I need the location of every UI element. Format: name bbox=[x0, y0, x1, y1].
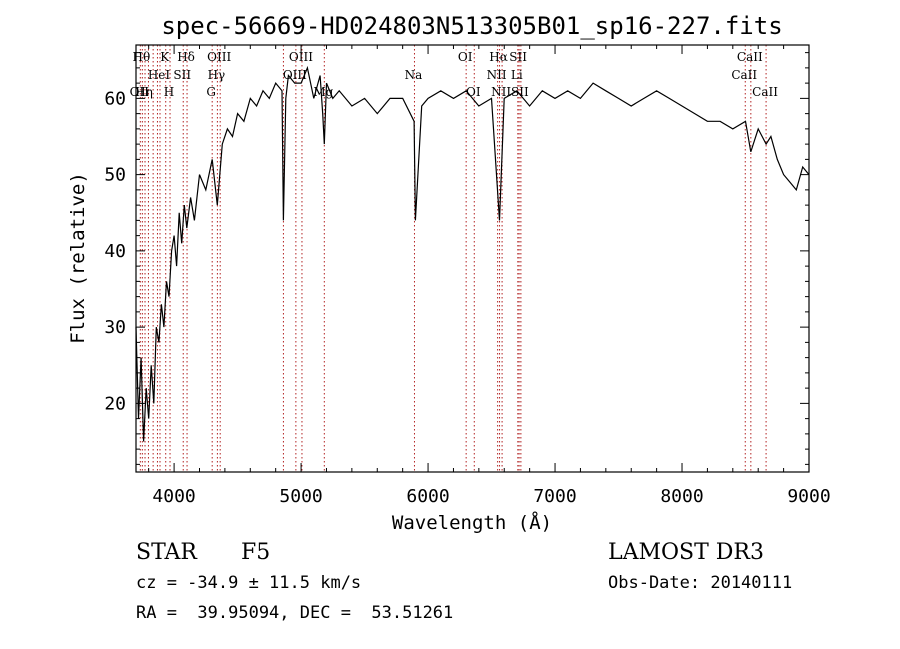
x-axis-ticks: 4000 5000 6000 7000 8000 9000 bbox=[148, 45, 831, 507]
line-marker-label: K bbox=[160, 50, 170, 64]
survey-name: LAMOST DR3 bbox=[608, 540, 764, 565]
line-marker-label: OIII bbox=[283, 68, 307, 82]
line-marker-labels: OIIHθHηHeIKHSIIHδGHγOIIIOIIIOIIIMgNaOIOI… bbox=[130, 50, 779, 99]
line-marker-label: OIII bbox=[207, 50, 231, 64]
line-marker-label: CaII bbox=[737, 50, 763, 64]
line-marker-label: CaII bbox=[752, 85, 778, 99]
y-tick-label: 30 bbox=[104, 317, 126, 338]
line-marker-label: OI bbox=[458, 50, 473, 64]
x-tick-label: 9000 bbox=[787, 486, 830, 507]
spectral-subclass: F5 bbox=[241, 540, 271, 565]
line-marker-label: Hα bbox=[489, 50, 508, 64]
observation-date: Obs-Date: 20140111 bbox=[608, 573, 793, 593]
line-marker-label: H bbox=[164, 85, 174, 99]
redshift-velocity: cz = -34.9 ± 11.5 km/s bbox=[136, 573, 362, 593]
line-marker-label: Hη bbox=[135, 85, 153, 99]
x-tick-label: 5000 bbox=[279, 486, 322, 507]
line-marker-label: Hγ bbox=[208, 68, 226, 82]
x-tick-label: 4000 bbox=[152, 486, 195, 507]
line-marker-label: Na bbox=[405, 68, 423, 82]
y-tick-label: 40 bbox=[104, 241, 126, 262]
line-marker-label: SII bbox=[509, 50, 527, 64]
line-marker-label: OII bbox=[130, 85, 150, 99]
y-tick-label: 20 bbox=[104, 393, 126, 414]
line-marker-label: CaII bbox=[731, 68, 757, 82]
line-marker-label: Li bbox=[511, 68, 523, 82]
line-marker-label: Hδ bbox=[177, 50, 195, 64]
line-marker-label: NII bbox=[487, 68, 507, 82]
line-marker-label: Hθ bbox=[132, 50, 150, 64]
x-axis-label: Wavelength (Å) bbox=[392, 511, 552, 534]
plot-frame bbox=[135, 44, 810, 473]
line-markers bbox=[139, 45, 767, 472]
coordinates: RA = 39.95094, DEC = 53.51261 bbox=[136, 603, 454, 623]
line-marker-label: NII bbox=[491, 85, 511, 99]
line-marker-label: SII bbox=[511, 85, 529, 99]
y-axis-ticks: 20 30 40 50 60 bbox=[104, 52, 809, 465]
line-marker-label: OIII bbox=[289, 50, 313, 64]
x-tick-label: 6000 bbox=[406, 486, 449, 507]
object-class: STAR bbox=[136, 540, 197, 565]
spectrum-line bbox=[135, 65, 810, 442]
line-marker-label: OI bbox=[466, 85, 481, 99]
line-marker-label: HeI bbox=[148, 68, 171, 82]
line-marker-label: G bbox=[206, 85, 216, 99]
y-axis-label: Flux (relative) bbox=[67, 172, 89, 344]
x-tick-label: 7000 bbox=[533, 486, 576, 507]
x-tick-label: 8000 bbox=[660, 486, 703, 507]
chart-title: spec-56669-HD024803N513305B01_sp16-227.f… bbox=[161, 12, 782, 40]
y-tick-label: 50 bbox=[104, 165, 126, 186]
y-tick-label: 60 bbox=[104, 88, 126, 109]
line-marker-label: SII bbox=[173, 68, 191, 82]
